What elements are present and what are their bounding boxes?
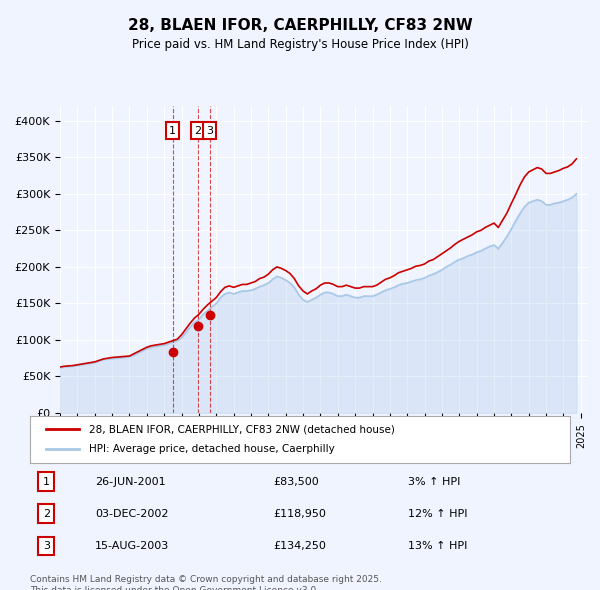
Text: 3% ↑ HPI: 3% ↑ HPI <box>408 477 460 487</box>
Text: 03-DEC-2002: 03-DEC-2002 <box>95 509 168 519</box>
Text: Price paid vs. HM Land Registry's House Price Index (HPI): Price paid vs. HM Land Registry's House … <box>131 38 469 51</box>
Text: 3: 3 <box>206 126 213 136</box>
Text: Contains HM Land Registry data © Crown copyright and database right 2025.
This d: Contains HM Land Registry data © Crown c… <box>30 575 382 590</box>
Text: 2: 2 <box>43 509 50 519</box>
Text: 28, BLAEN IFOR, CAERPHILLY, CF83 2NW (detached house): 28, BLAEN IFOR, CAERPHILLY, CF83 2NW (de… <box>89 424 395 434</box>
Text: 26-JUN-2001: 26-JUN-2001 <box>95 477 166 487</box>
Text: 12% ↑ HPI: 12% ↑ HPI <box>408 509 467 519</box>
Text: 28, BLAEN IFOR, CAERPHILLY, CF83 2NW: 28, BLAEN IFOR, CAERPHILLY, CF83 2NW <box>128 18 472 32</box>
Text: £134,250: £134,250 <box>273 541 326 551</box>
Text: 1: 1 <box>43 477 50 487</box>
Text: £118,950: £118,950 <box>273 509 326 519</box>
Text: HPI: Average price, detached house, Caerphilly: HPI: Average price, detached house, Caer… <box>89 444 335 454</box>
Text: 15-AUG-2003: 15-AUG-2003 <box>95 541 169 551</box>
Text: 1: 1 <box>169 126 176 136</box>
Text: 13% ↑ HPI: 13% ↑ HPI <box>408 541 467 551</box>
Text: 2: 2 <box>194 126 201 136</box>
Text: £83,500: £83,500 <box>273 477 319 487</box>
Text: 3: 3 <box>43 541 50 551</box>
